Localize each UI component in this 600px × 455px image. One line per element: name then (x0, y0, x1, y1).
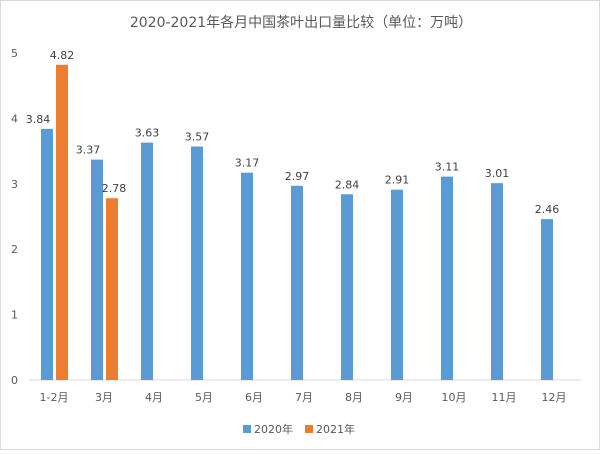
y-tick-label: 4 (11, 112, 18, 125)
bar-2020年 (191, 146, 203, 380)
bar-2020年 (291, 185, 303, 380)
y-tick-label: 5 (11, 47, 18, 60)
data-label: 3.84 (26, 113, 51, 126)
data-label: 2.78 (102, 182, 127, 195)
x-tick-label: 4月 (145, 391, 163, 404)
data-label: 3.17 (235, 157, 260, 170)
data-label: 4.82 (50, 49, 75, 62)
data-label: 2.46 (535, 203, 560, 216)
bar-2020年 (41, 128, 53, 380)
x-tick-label: 9月 (395, 391, 413, 404)
y-tick-label: 0 (11, 374, 18, 387)
legend-swatch (243, 425, 251, 433)
bar-2021年 (56, 64, 68, 380)
x-tick-label: 7月 (295, 391, 313, 404)
data-label: 2.91 (385, 174, 410, 187)
legend-swatch (305, 425, 313, 433)
y-tick-label: 2 (11, 243, 18, 256)
bar-2020年 (141, 142, 153, 380)
x-tick-label: 6月 (245, 391, 263, 404)
x-tick-label: 5月 (195, 391, 213, 404)
x-tick-label: 1-2月 (40, 391, 69, 404)
data-label: 3.57 (185, 131, 210, 144)
data-label: 3.01 (485, 167, 510, 180)
x-tick-label: 8月 (345, 391, 363, 404)
bar-2021年 (106, 198, 118, 380)
x-tick-label: 10月 (442, 391, 467, 404)
bar-2020年 (491, 183, 503, 380)
bar-2020年 (391, 189, 403, 380)
legend-label: 2021年 (316, 422, 355, 436)
x-tick-label: 11月 (492, 391, 517, 404)
bar-2020年 (341, 194, 353, 380)
data-label: 3.37 (76, 144, 101, 157)
data-label: 2.84 (335, 178, 360, 191)
data-label: 2.97 (285, 170, 310, 183)
x-tick-label: 3月 (95, 391, 113, 404)
y-tick-label: 1 (11, 309, 18, 322)
data-label: 3.11 (435, 161, 460, 174)
y-tick-label: 3 (11, 178, 18, 191)
data-label: 3.63 (135, 127, 160, 140)
chart-title: 2020-2021年各月中国茶叶出口量比较（单位：万吨） (130, 15, 472, 31)
bar-2020年 (541, 219, 553, 380)
bar-2020年 (91, 159, 103, 380)
bar-2020年 (441, 176, 453, 380)
bar-2020年 (241, 172, 253, 380)
x-tick-label: 12月 (542, 391, 567, 404)
legend-label: 2020年 (254, 422, 293, 436)
